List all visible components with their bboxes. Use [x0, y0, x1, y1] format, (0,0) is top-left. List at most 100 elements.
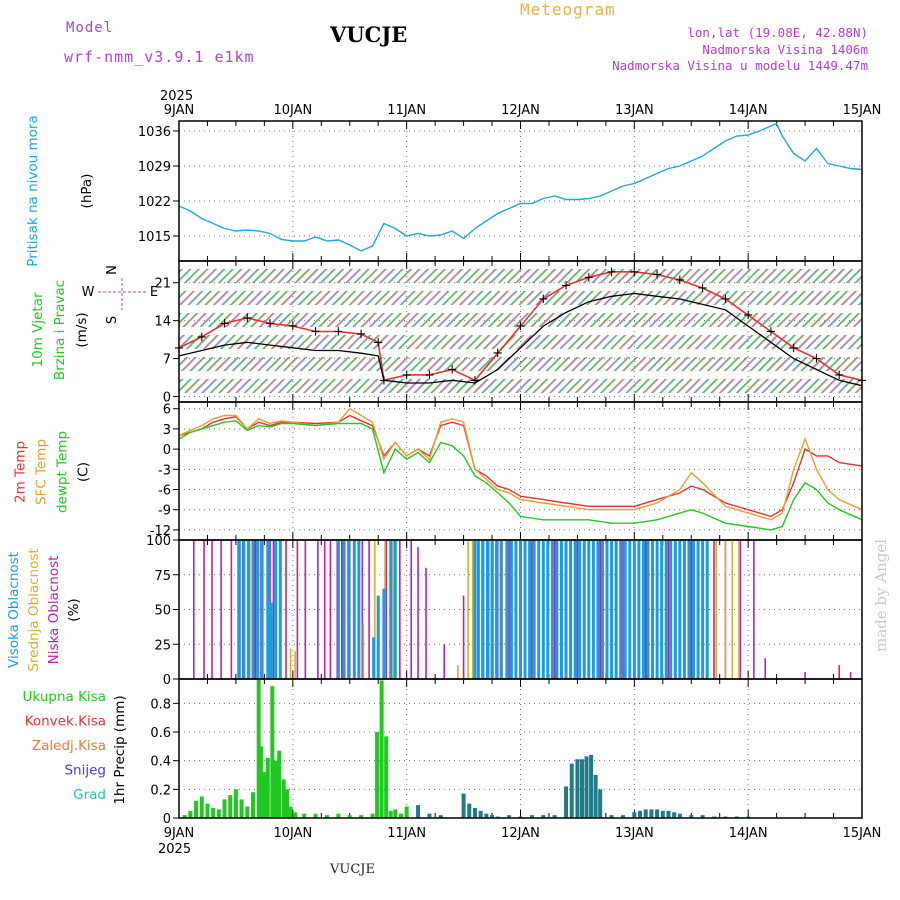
wind-gust-marker: + [515, 319, 526, 334]
wind-gust-marker: + [765, 325, 776, 340]
date-tick-bottom-10JAN: 10JAN [273, 826, 312, 841]
precip-bar [205, 803, 210, 818]
precip-bar [359, 815, 364, 818]
y-tick-label-pressure: 1029 [138, 160, 171, 175]
station-title: VUCJE [330, 22, 408, 47]
wind-gust-marker: + [373, 335, 384, 350]
precip-bar [478, 810, 483, 818]
wind-barbs-group [179, 269, 862, 393]
date-tick-top-13JAN: 13JAN [615, 103, 654, 118]
y-tick-label-precip: 0.6 [150, 726, 171, 741]
y-tick-label-temp: -6 [158, 484, 171, 499]
temp-ylabel-3: (C) [76, 462, 92, 482]
wind-ylabel-2: (m/s) [74, 312, 90, 347]
wind-gust-marker: + [287, 319, 298, 334]
date-tick-top-14JAN: 14JAN [729, 103, 768, 118]
date-tick-bottom-13JAN: 13JAN [615, 826, 654, 841]
precip-bar [507, 815, 512, 818]
precip-bar [370, 813, 375, 818]
pressure-ylabel-1: (hPa) [79, 174, 95, 209]
precip-legend-1: Konvek.Kisa [25, 714, 106, 730]
y-tick-label-temp: -9 [158, 504, 171, 519]
wind-gust-marker: + [242, 311, 253, 326]
y-tick-label-temp: -12 [150, 524, 171, 539]
y-tick-label-cloud: 50 [154, 604, 171, 619]
precip-bar [609, 815, 614, 818]
wind-gust-marker: + [424, 368, 435, 383]
y-tick-label-wind: 7 [163, 353, 171, 368]
y-tick-label-temp: -3 [158, 463, 171, 478]
precip-bar [182, 815, 187, 818]
date-tick-top-9JAN: 9JAN [164, 103, 195, 118]
precip-bar [233, 789, 238, 818]
precip-bar [438, 815, 443, 818]
wind-barb-row [179, 335, 862, 349]
wind-speed-line [179, 292, 862, 387]
panel-frame-precip [178, 678, 863, 819]
precip-bar [188, 810, 193, 818]
precip-bar [700, 815, 705, 818]
precip-ylabel: 1hr Precip (mm) [112, 695, 128, 804]
precip-bar [666, 810, 671, 818]
date-tick-bottom-9JAN: 9JAN [164, 826, 195, 841]
date-tick-bottom-11JAN: 11JAN [387, 826, 426, 841]
cloud-ylabel-3: (%) [66, 598, 82, 621]
compass-w: W [82, 285, 95, 300]
wind-ylabel-0: 10m Vjetar [30, 292, 46, 367]
precip-bar [222, 799, 227, 818]
date-tick-top-10JAN: 10JAN [273, 103, 312, 118]
precip-bar [541, 815, 546, 818]
precip-bar [569, 763, 574, 818]
wind-gust-marker: + [743, 308, 754, 323]
model-label: Model [66, 20, 114, 36]
wind-gust-marker: + [834, 368, 845, 383]
date-tick-top-12JAN: 12JAN [501, 103, 540, 118]
wind-gust-marker: + [697, 281, 708, 296]
y-tick-label-cloud: 25 [154, 638, 171, 653]
precip-legend-2: Zaledj.Kisa [32, 738, 106, 754]
precip-bar [336, 813, 341, 818]
precip-bar [250, 792, 255, 818]
y-tick-label-temp: 6 [163, 403, 171, 418]
temp-line-sfc-temp [179, 407, 862, 521]
wind-barb-row [179, 357, 862, 371]
precip-bar [216, 809, 221, 818]
wind-gust-marker: + [629, 265, 640, 280]
wind-barb-row [179, 313, 862, 327]
precip-bar [265, 757, 270, 818]
wind-gust-marker: + [652, 268, 663, 283]
y-tick-label-wind: 21 [154, 277, 171, 292]
precip-bar [579, 759, 584, 818]
y-tick-label-precip: 0.4 [150, 755, 171, 770]
wind-barb-row [179, 269, 862, 283]
meteogram-title: Meteogram [520, 0, 616, 19]
precip-bar [293, 812, 298, 818]
precip-bar [593, 775, 598, 818]
precip-bar [273, 760, 278, 818]
precip-legend-4: Grad [73, 787, 106, 803]
year-label-bottom: 2025 [158, 842, 191, 857]
precip-bar [313, 813, 318, 818]
temp-ylabel-2: dewpt Temp [55, 431, 71, 513]
precip-bar [258, 746, 263, 818]
wind-barb-row [179, 379, 862, 393]
precip-bar [384, 736, 389, 818]
precip-bar [589, 754, 594, 818]
precip-bar [347, 815, 352, 818]
precip-bar [643, 809, 648, 818]
temp-line-2m-temp [179, 414, 862, 518]
model-altitude-label: Nadmorska Visina u modelu 1449.47m [612, 58, 868, 73]
lonlat-label: lon,lat (19.08E, 42.88N) [687, 25, 868, 40]
precip-bar [689, 815, 694, 818]
precip-bar [632, 812, 637, 818]
precip-bar [281, 779, 286, 818]
date-tick-bottom-15JAN: 15JAN [843, 826, 882, 841]
precip-bar [552, 815, 557, 818]
wind-gust-marker: + [265, 316, 276, 331]
cloud-ylabel-0: Visoka Oblacnost [6, 552, 22, 668]
y-tick-label-pressure: 1036 [138, 125, 171, 140]
precip-bar [245, 806, 250, 818]
compass-e: E [150, 285, 158, 300]
